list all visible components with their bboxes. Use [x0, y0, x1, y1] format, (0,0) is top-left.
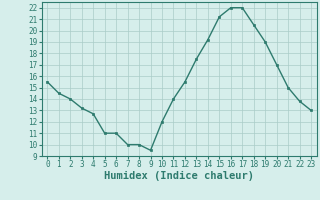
X-axis label: Humidex (Indice chaleur): Humidex (Indice chaleur): [104, 171, 254, 181]
